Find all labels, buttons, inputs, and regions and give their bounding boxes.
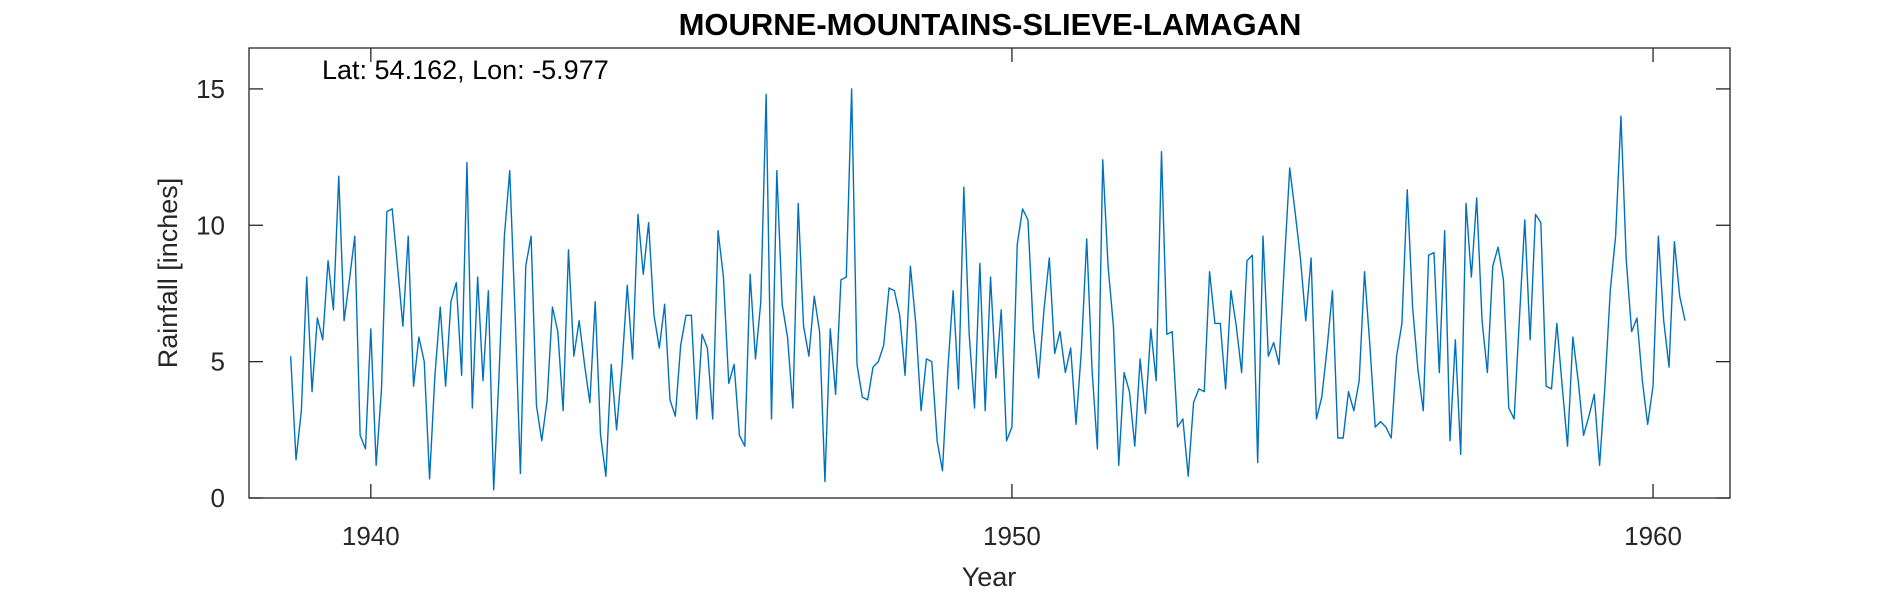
chart-title: MOURNE-MOUNTAINS-SLIEVE-LAMAGAN <box>679 7 1302 42</box>
y-axis-label: Rainfall [inches] <box>153 178 183 369</box>
y-tick-label-10: 10 <box>196 210 225 240</box>
y-tick-label-5: 5 <box>211 347 225 377</box>
y-axis: 0 5 10 15 <box>196 74 1730 513</box>
x-tick-label-1960: 1960 <box>1624 521 1682 551</box>
x-axis-label: Year <box>962 562 1017 591</box>
x-axis: 1940 1950 1960 <box>342 48 1682 551</box>
location-annotation: Lat: 54.162, Lon: -5.977 <box>322 55 609 85</box>
rainfall-series-line <box>289 88 1686 491</box>
x-tick-label-1950: 1950 <box>983 521 1041 551</box>
y-tick-label-0: 0 <box>211 483 225 513</box>
plot-frame <box>248 47 1731 499</box>
x-tick-label-1940: 1940 <box>342 521 400 551</box>
y-tick-label-15: 15 <box>196 74 225 104</box>
